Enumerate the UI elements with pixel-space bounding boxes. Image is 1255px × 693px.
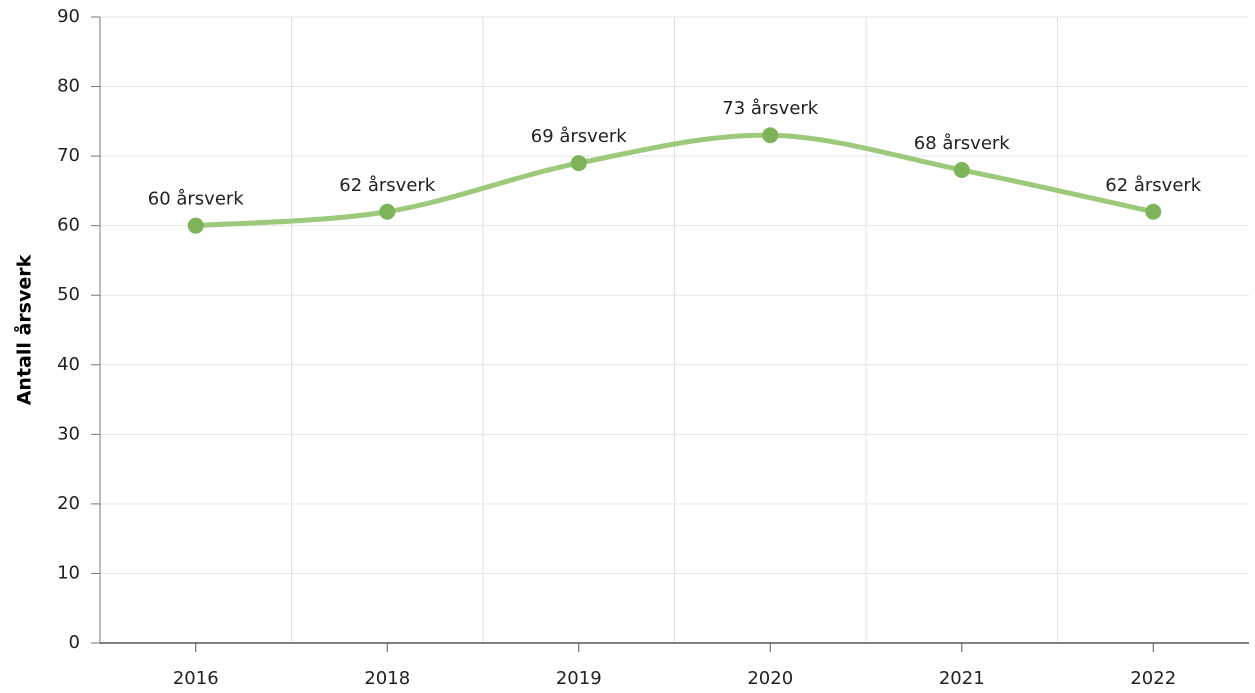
data-label: 62 årsverk: [1105, 175, 1202, 196]
data-label: 60 årsverk: [148, 189, 245, 210]
data-point: [570, 155, 587, 172]
x-tick-label: 2018: [364, 668, 410, 689]
y-tick-label: 60: [57, 215, 80, 236]
data-point: [1145, 203, 1162, 220]
y-tick-label: 50: [57, 284, 80, 305]
y-tick-label: 30: [57, 423, 80, 444]
data-label: 69 årsverk: [531, 126, 628, 147]
y-tick-label: 90: [57, 6, 80, 27]
x-tick-label: 2016: [173, 668, 219, 689]
x-tick-label: 2019: [556, 668, 602, 689]
x-tick-label: 2020: [747, 668, 793, 689]
x-tick-label: 2021: [939, 668, 985, 689]
data-point: [953, 162, 970, 179]
data-point: [762, 127, 779, 144]
x-tick-label: 2022: [1130, 668, 1176, 689]
series-line: [193, 132, 1156, 229]
data-label: 73 årsverk: [722, 98, 819, 119]
y-tick-label: 0: [69, 632, 80, 653]
y-tick-label: 80: [57, 76, 80, 97]
data-label: 62 årsverk: [339, 175, 436, 196]
data-point: [187, 217, 204, 234]
data-point: [379, 203, 396, 220]
y-tick-label: 20: [57, 493, 80, 514]
y-tick-label: 70: [57, 145, 80, 166]
data-label: 68 årsverk: [914, 133, 1011, 154]
y-tick-label: 40: [57, 354, 80, 375]
y-tick-label: 10: [57, 562, 80, 583]
y-axis-label: Antall årsverk: [12, 254, 36, 405]
